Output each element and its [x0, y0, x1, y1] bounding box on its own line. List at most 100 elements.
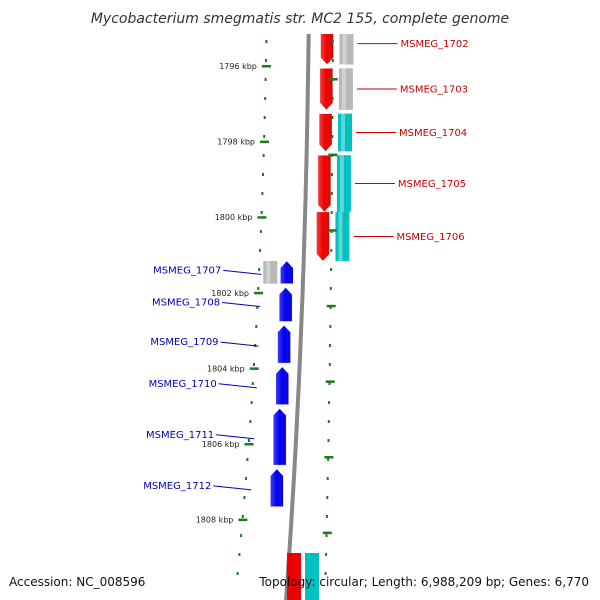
ruler-dot — [330, 249, 333, 252]
accession-text: Accession: NC_008596 — [9, 575, 145, 589]
ruler-dot — [326, 496, 329, 499]
ruler-dot — [255, 325, 258, 328]
ruler-dot — [327, 458, 330, 461]
gene-leader-line — [222, 301, 261, 307]
tick-label: 1802 kbp — [211, 289, 249, 298]
ruler-dot — [264, 78, 267, 81]
gene-arrow-shading — [279, 287, 293, 322]
ruler-dot — [325, 534, 328, 537]
ruler-track: 1796 kbp 1798 kbp 1800 kbp 1802 kbp 1804 kbp… — [196, 40, 338, 575]
tick-mark-left — [260, 140, 269, 144]
gene-label: MSMEG_1711 — [146, 430, 214, 441]
ruler-dot — [329, 306, 332, 309]
tick-label: 1800 kbp — [215, 213, 253, 222]
ruler-dot — [236, 572, 239, 575]
ruler-dot — [330, 211, 333, 214]
tick-mark-left — [238, 518, 248, 522]
gene-leader-line — [218, 383, 257, 389]
ruler-dot — [262, 173, 264, 176]
ruler-dot — [259, 249, 262, 252]
gene-arrow-shading — [319, 68, 333, 110]
edge-gene-fragment — [305, 553, 319, 600]
gene-label: MSMEG_1703 — [400, 85, 468, 96]
edge-gene-fragment — [287, 553, 301, 600]
feature-block-highlight — [342, 22, 347, 65]
tick-mark-right — [326, 304, 336, 308]
ruler-dot — [245, 477, 247, 480]
tick-mark-right — [322, 531, 332, 535]
ruler-dot — [256, 306, 259, 309]
ruler-dot — [257, 287, 260, 290]
gene-label: MSMEG_1707 — [153, 265, 221, 276]
tick-mark-right — [324, 456, 334, 459]
ruler-dot — [261, 192, 264, 195]
gene-label: MSMEG_1706 — [396, 232, 464, 243]
tick-mark-right — [327, 229, 337, 232]
ruler-dot — [325, 553, 328, 556]
ruler-dot — [260, 211, 263, 214]
tick-mark-left — [257, 216, 267, 219]
ruler-dot — [243, 496, 246, 499]
tick-label: 1804 kbp — [207, 364, 245, 373]
ruler-left-dots — [236, 40, 268, 575]
gene-arrow-shading — [270, 468, 284, 507]
ruler-dot — [331, 40, 334, 43]
gene-arrow-shading — [275, 366, 289, 405]
gene-labels: MSMEG_1702 MSMEG_1703 MSMEG_1704 MSMEG_1705… — [143, 39, 468, 492]
ruler-right-dots — [324, 40, 334, 575]
ruler-dot — [263, 135, 266, 138]
ruler-dot — [326, 477, 329, 480]
gene-arrow-shading — [317, 155, 331, 212]
feature-track — [263, 22, 354, 284]
title-background — [0, 0, 600, 34]
feature-block — [336, 155, 351, 212]
ruler-dot — [258, 268, 261, 271]
ruler-dot — [329, 325, 332, 328]
ruler-dot — [329, 344, 331, 347]
gene-label: MSMEG_1710 — [149, 379, 217, 390]
gene-leader-line — [223, 269, 262, 275]
ruler-dot — [331, 59, 334, 62]
ruler-dot — [259, 230, 262, 233]
gene-label: MSMEG_1705 — [398, 179, 466, 190]
gene-label: MSMEG_1709 — [150, 337, 218, 348]
ruler-dot — [331, 97, 334, 100]
ruler-dot — [328, 401, 331, 404]
ruler-dot — [331, 173, 333, 176]
feature-block — [263, 261, 278, 284]
ruler-dot — [331, 135, 334, 138]
gene-leader-line — [216, 434, 255, 440]
ruler-dot — [249, 420, 252, 423]
ruler-dot — [329, 287, 332, 290]
ruler-dot — [328, 363, 331, 366]
feature-block-highlight — [266, 261, 271, 284]
feature-block — [338, 68, 353, 110]
gene-leader-line — [220, 341, 259, 347]
tick-label: 1808 kbp — [196, 516, 234, 525]
tick-mark-right — [328, 153, 338, 157]
feature-block-highlight — [339, 155, 344, 212]
gene-label: MSMEG_1712 — [143, 481, 211, 492]
feature-block-highlight — [341, 113, 346, 152]
backbone-track — [284, 0, 311, 600]
ruler-dot — [324, 572, 327, 575]
ruler-dot — [327, 439, 330, 442]
genome-backbone — [284, 0, 311, 600]
ruler-dot — [265, 40, 268, 43]
tick-mark-left — [249, 367, 259, 370]
genome-summary-text: Topology: circular; Length: 6,988,209 bp… — [258, 575, 589, 589]
tick-mark-left — [254, 291, 263, 295]
gene-arrow-shading — [316, 211, 330, 262]
feature-block — [338, 113, 353, 152]
feature-block-highlight — [338, 211, 343, 262]
gene-arrow-shading — [273, 408, 287, 466]
map-title: Mycobacterium smegmatis str. MC2 155, co… — [91, 11, 509, 27]
ruler-dot — [265, 59, 267, 62]
gene-arrow-shading — [280, 261, 294, 284]
ruler-dot — [328, 382, 331, 385]
ruler-dot — [253, 363, 255, 366]
gene-label: MSMEG_1708 — [152, 297, 220, 308]
ruler-dot — [250, 401, 253, 404]
ruler-dot — [238, 553, 241, 556]
